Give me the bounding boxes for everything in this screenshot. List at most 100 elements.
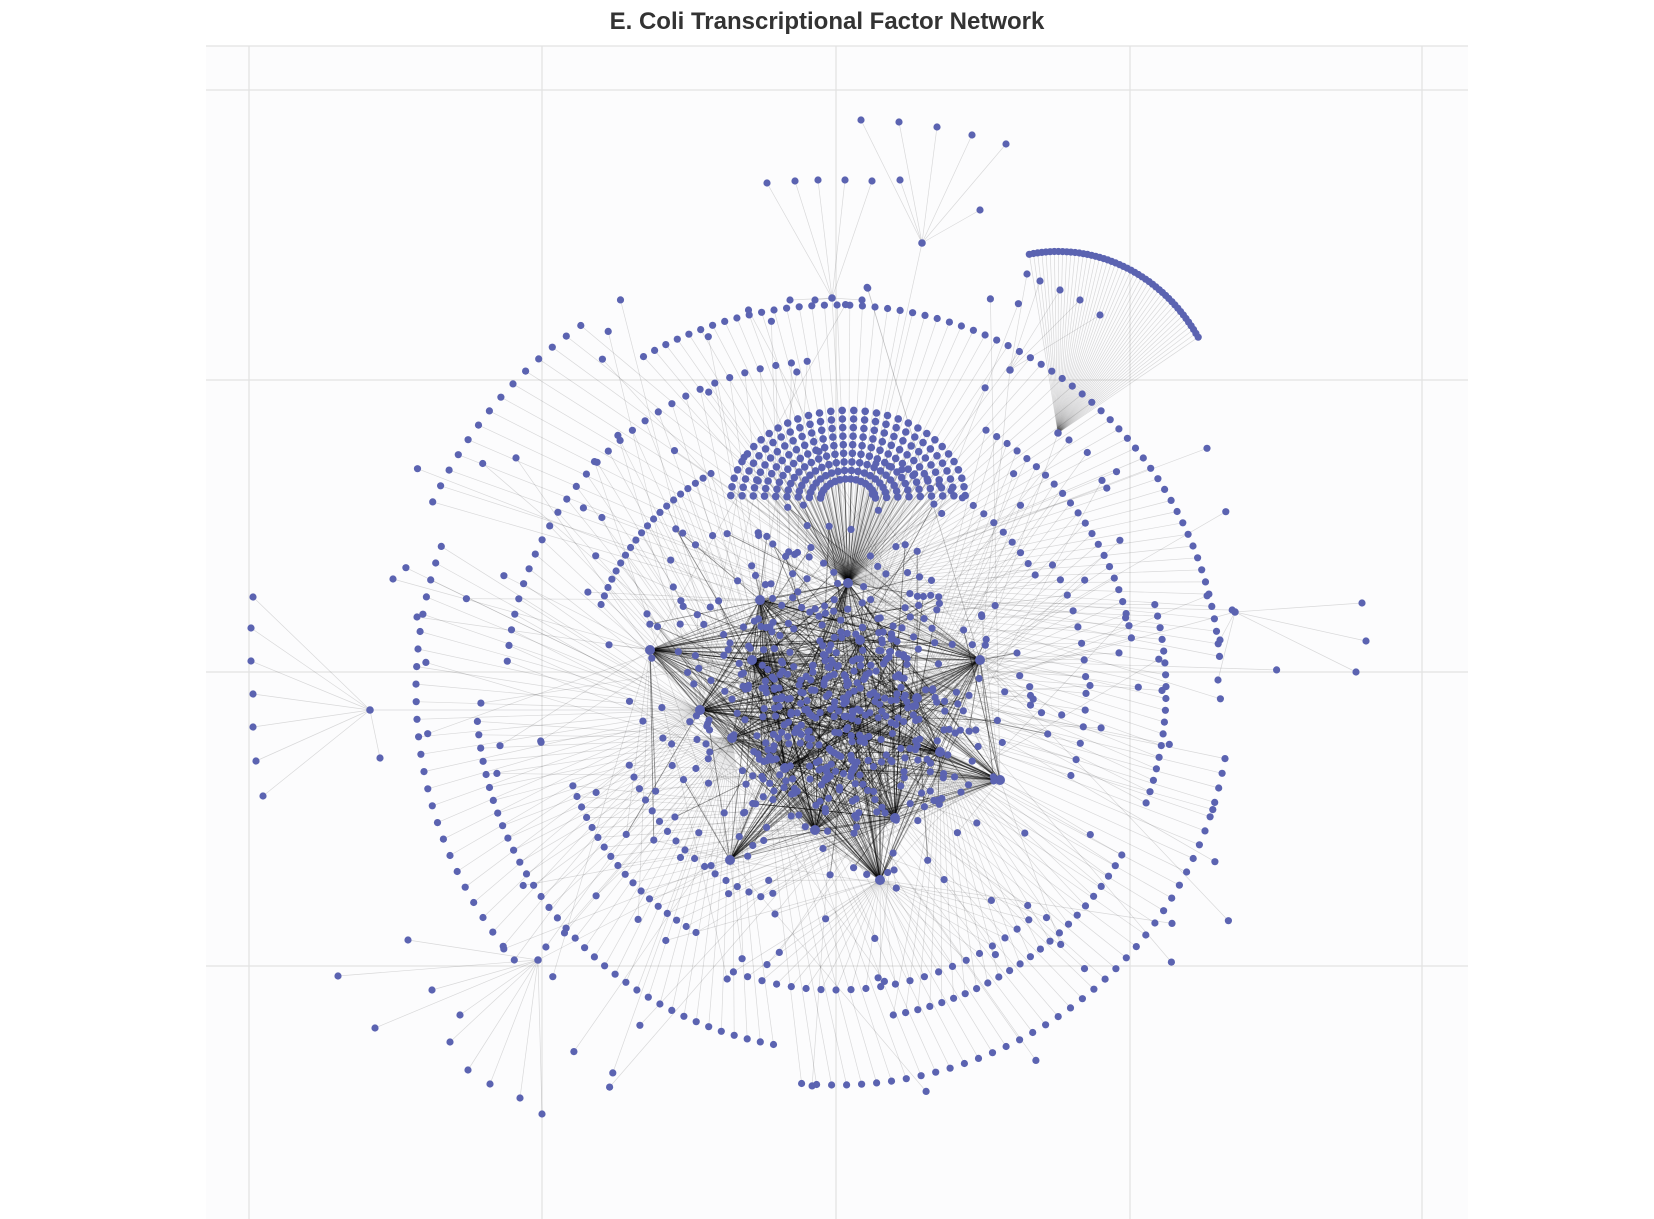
node xyxy=(892,673,900,681)
edge xyxy=(751,659,965,1064)
node xyxy=(504,834,512,842)
node xyxy=(722,876,730,885)
node xyxy=(912,701,920,709)
node xyxy=(839,440,848,449)
edge xyxy=(814,645,824,831)
edge xyxy=(916,436,998,699)
edge xyxy=(695,544,1001,781)
edge xyxy=(929,751,941,1007)
node xyxy=(803,522,811,530)
node xyxy=(757,436,765,444)
edge xyxy=(784,729,847,769)
edge xyxy=(731,737,760,760)
edge xyxy=(831,297,849,584)
node xyxy=(1097,724,1105,732)
node xyxy=(413,613,421,621)
edge xyxy=(416,666,701,711)
edge xyxy=(710,680,816,831)
edge xyxy=(493,737,733,801)
edge xyxy=(545,659,753,948)
node xyxy=(1147,464,1155,472)
edge xyxy=(731,700,808,739)
edge xyxy=(751,642,935,661)
node xyxy=(1165,740,1173,749)
edge xyxy=(629,764,1001,781)
node xyxy=(859,646,867,655)
edge xyxy=(733,879,881,973)
edge xyxy=(847,454,862,584)
edge xyxy=(449,709,701,856)
edge xyxy=(1009,314,1101,371)
node xyxy=(935,747,945,757)
node xyxy=(749,841,757,850)
node xyxy=(860,416,869,424)
node xyxy=(249,690,257,698)
edge xyxy=(847,572,908,584)
node xyxy=(1115,649,1123,657)
node xyxy=(1224,917,1232,925)
edge xyxy=(1057,301,1173,434)
node xyxy=(1184,530,1192,538)
edge xyxy=(449,959,539,1043)
node xyxy=(822,692,831,700)
node xyxy=(1063,591,1071,599)
edge xyxy=(939,751,1041,950)
node xyxy=(832,649,840,657)
node xyxy=(772,463,781,471)
edge xyxy=(939,751,1109,877)
node xyxy=(770,787,778,795)
edge xyxy=(761,687,816,831)
node xyxy=(870,426,879,435)
node xyxy=(933,314,941,323)
edge xyxy=(751,659,754,776)
node xyxy=(850,864,858,872)
edge xyxy=(731,659,753,739)
edge xyxy=(758,535,918,699)
edge xyxy=(1057,254,1088,434)
edge xyxy=(729,763,832,861)
node xyxy=(542,943,550,951)
edge xyxy=(1234,611,1357,673)
edge xyxy=(751,659,1033,1033)
node xyxy=(1002,1042,1010,1051)
edge xyxy=(879,544,906,881)
edge xyxy=(689,721,1001,781)
node xyxy=(827,760,835,768)
node xyxy=(1162,694,1170,703)
node xyxy=(881,809,889,817)
node xyxy=(745,467,753,475)
node xyxy=(1068,382,1076,390)
node xyxy=(611,970,619,978)
edge xyxy=(683,605,918,699)
node xyxy=(827,416,836,424)
node xyxy=(842,725,851,734)
node xyxy=(512,454,520,462)
node xyxy=(902,1075,910,1083)
node xyxy=(969,501,977,510)
edge xyxy=(1057,295,1166,434)
edge xyxy=(625,817,896,875)
node xyxy=(1228,606,1236,614)
edge xyxy=(785,780,881,881)
node xyxy=(954,466,963,474)
node xyxy=(874,506,883,514)
edge xyxy=(649,649,852,756)
edge xyxy=(729,859,743,959)
node xyxy=(917,1072,925,1080)
node xyxy=(797,730,805,739)
edge xyxy=(751,659,979,1059)
node xyxy=(793,725,801,733)
edge xyxy=(917,751,941,821)
edge xyxy=(525,370,981,661)
edge xyxy=(1041,252,1059,434)
node xyxy=(914,424,922,432)
edge xyxy=(796,449,849,584)
edge xyxy=(1057,252,1080,434)
node xyxy=(1158,635,1166,644)
node xyxy=(842,698,850,706)
node xyxy=(748,562,756,570)
edge xyxy=(699,709,774,750)
node xyxy=(816,417,825,426)
node xyxy=(847,732,855,740)
edge xyxy=(835,879,881,991)
